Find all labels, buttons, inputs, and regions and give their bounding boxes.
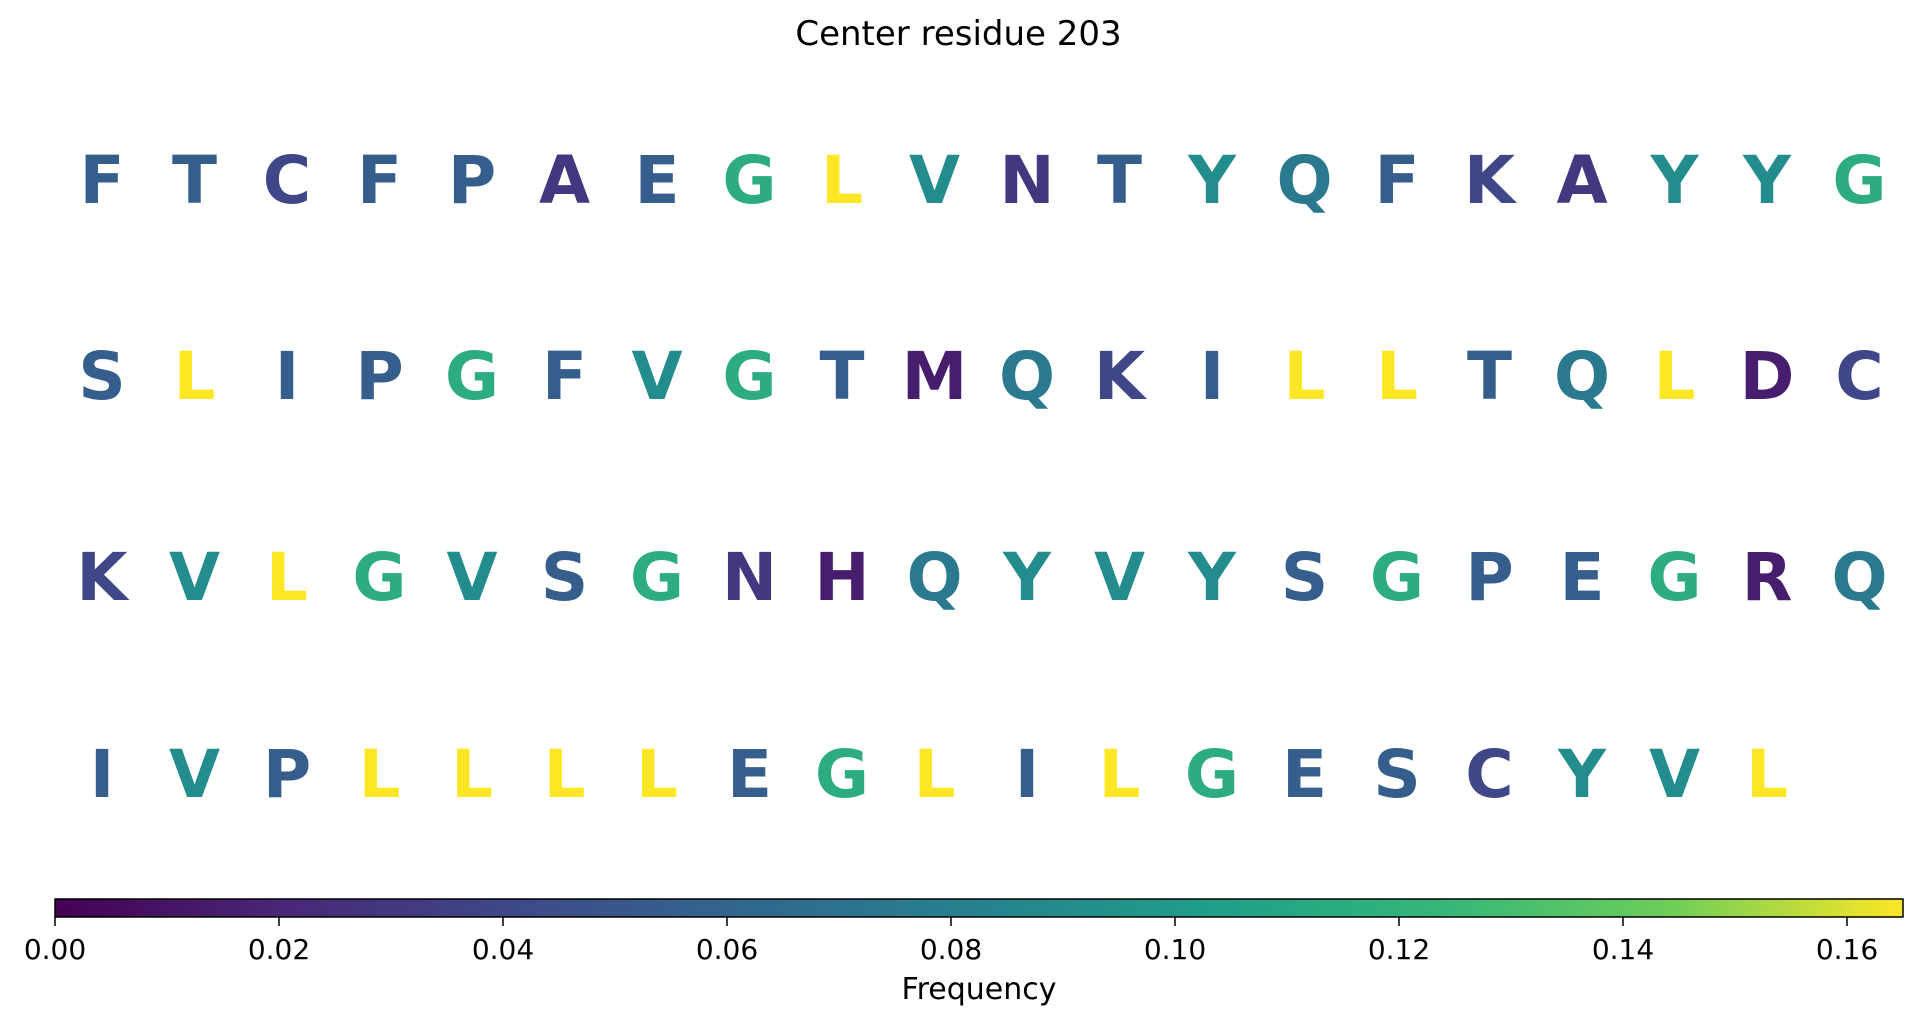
residue-letter: D [1740,338,1795,415]
residue-letter: K [1094,338,1148,415]
residue-letter: G [1647,539,1701,616]
residue-letter: L [913,736,955,813]
residue-letter: I [1015,736,1040,813]
colorbar-ticks: 0.00 0.02 0.04 0.06 0.08 0.10 0.12 0.14 0.16 [24,917,1878,966]
residue-letter: V [1649,736,1700,813]
residue-letter: V [1094,539,1145,616]
residue-letter: L [1746,736,1788,813]
residue-letter: H [814,539,869,616]
residue-letter: Y [1187,142,1237,219]
residue-letter: Q [1276,142,1332,219]
residue-letter: S [541,539,589,616]
residue-letter: P [448,142,496,219]
residue-letter: N [999,142,1054,219]
residue-letter: G [1185,736,1239,813]
residue-letter: A [539,142,590,219]
residue-letter: E [727,736,772,813]
colorbar-tick-label: 0.08 [920,933,982,966]
colorbar-tick-label: 0.06 [696,933,758,966]
residue-letter: N [722,539,777,616]
residue-letter: S [1373,736,1421,813]
colorbar-tick-label: 0.10 [1144,933,1206,966]
residue-letter: Q [906,539,962,616]
residue-letter: V [631,338,682,415]
residue-letter: L [1098,736,1140,813]
residue-letter: G [722,142,776,219]
residue-letter: L [1653,338,1695,415]
residue-letter: Y [1002,539,1052,616]
residue-letter: E [1559,539,1604,616]
residue-letter: L [451,736,493,813]
colorbar-tick-label: 0.04 [472,933,534,966]
colorbar-label: Frequency [902,972,1057,1007]
residue-letter: E [634,142,679,219]
residue-letter: M [902,338,968,415]
residue-letter: P [1465,539,1513,616]
residue-letter: V [446,539,497,616]
residue-letter: L [1283,338,1325,415]
residue-letter: K [1464,142,1518,219]
residue-letter: P [263,736,311,813]
residue-letter: A [1556,142,1607,219]
residue-letter: E [1282,736,1327,813]
residue-letter: L [266,539,308,616]
colorbar-tick-label: 0.00 [24,933,86,966]
residue-letter: G [630,539,684,616]
chart-title: Center residue 203 [795,14,1122,54]
residue-letter: G [352,539,406,616]
residue-letter: Y [1650,142,1700,219]
residue-letter: Q [999,338,1055,415]
residue-letter: Y [1742,142,1792,219]
residue-letter: I [1200,338,1225,415]
residue-letter: L [173,338,215,415]
residue-letter: F [79,142,124,219]
residue-letter: T [172,142,217,219]
residue-letter: F [1374,142,1419,219]
residue-letter: G [722,338,776,415]
residue-letter: L [543,736,585,813]
residue-letter: T [819,338,864,415]
residue-letter: V [909,142,960,219]
residue-letter: S [78,338,126,415]
residue-letter: L [1376,338,1418,415]
residue-letter: I [275,338,300,415]
colorbar-tick-label: 0.16 [1816,933,1878,966]
residue-grid: F T C F P A E G L V N T Y Q F K A Y Y GS L I P G F V G T M Q K I L L T Q L D C… [76,142,1887,813]
colorbar-tick-label: 0.12 [1368,933,1430,966]
residue-letter: V [169,539,220,616]
residue-letter: F [542,338,587,415]
residue-letter: L [636,736,678,813]
residue-letter: G [445,338,499,415]
residue-letter: L [358,736,400,813]
colorbar-tick-label: 0.02 [248,933,310,966]
residue-letter: T [1467,338,1512,415]
residue-letter: R [1742,539,1793,616]
residue-letter: V [169,736,220,813]
residue-letter: Q [1554,338,1610,415]
residue-letter: P [355,338,403,415]
residue-letter: Q [1831,539,1887,616]
residue-letter: C [1465,736,1513,813]
colorbar-tick-label: 0.14 [1592,933,1654,966]
residue-letter: L [821,142,863,219]
colorbar [54,898,1904,918]
residue-letter: S [1281,539,1329,616]
residue-letter: Y [1557,736,1607,813]
residue-letter: F [357,142,402,219]
residue-letter: C [263,142,311,219]
residue-letter: G [1370,539,1424,616]
residue-letter: C [1835,338,1883,415]
residue-letter: Y [1187,539,1237,616]
residue-letter: T [1097,142,1142,219]
residue-letter: G [815,736,869,813]
residue-letter: K [76,539,130,616]
residue-letter: G [1832,142,1886,219]
residue-letter: I [90,736,115,813]
